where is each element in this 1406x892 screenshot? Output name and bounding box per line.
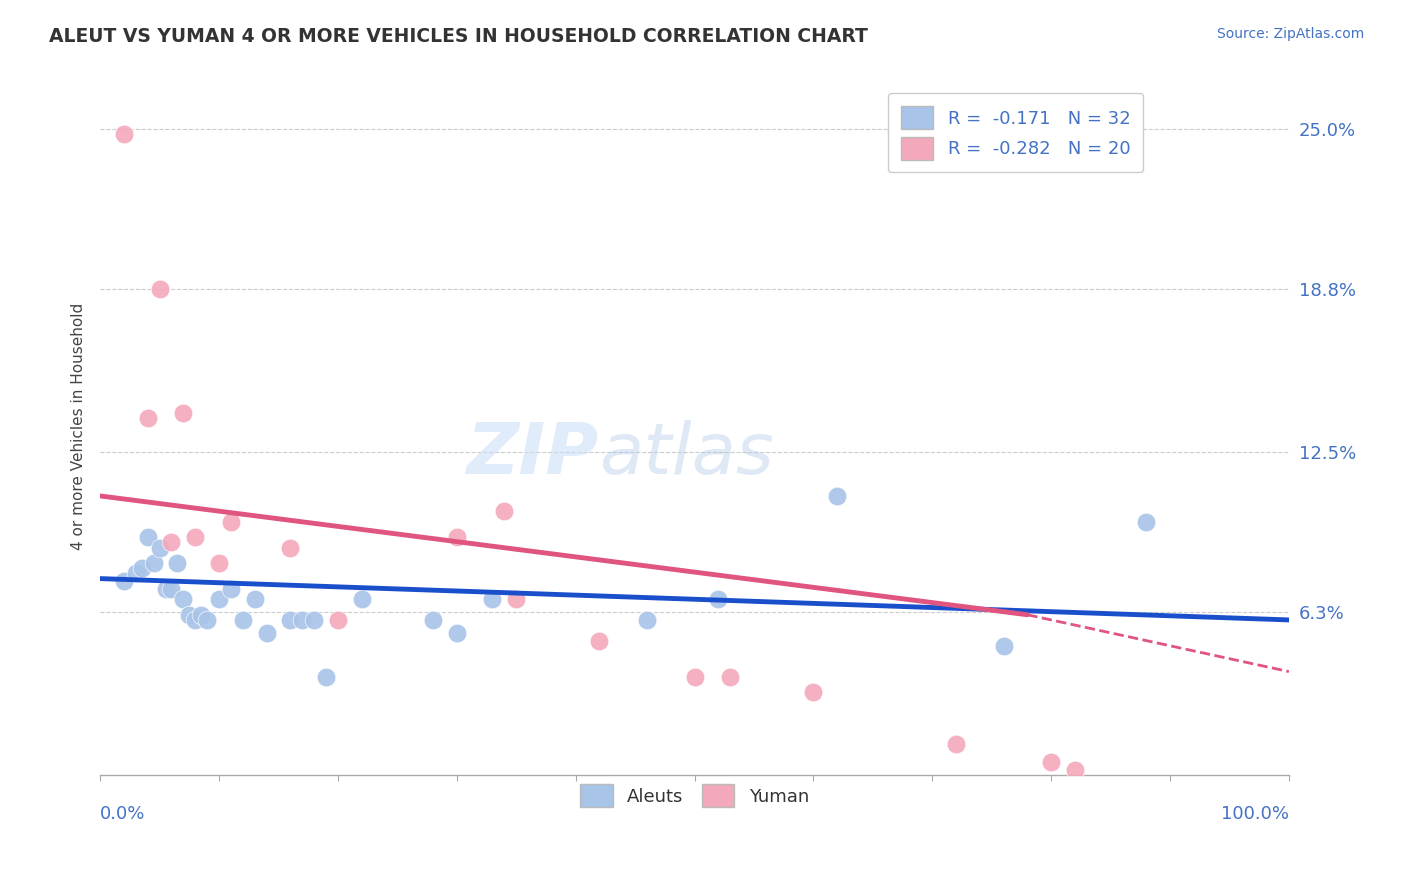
Point: [160, 535, 183, 549]
Point: [208, 556, 231, 570]
Point: [131, 561, 153, 575]
Point: [112, 128, 135, 142]
Point: [166, 556, 188, 570]
Point: [243, 592, 266, 607]
Point: [683, 670, 706, 684]
Point: [190, 607, 212, 622]
Text: ALEUT VS YUMAN 4 OR MORE VEHICLES IN HOUSEHOLD CORRELATION CHART: ALEUT VS YUMAN 4 OR MORE VEHICLES IN HOU…: [49, 27, 868, 45]
Point: [219, 582, 242, 596]
Point: [256, 625, 278, 640]
Point: [136, 411, 159, 425]
Point: [718, 670, 741, 684]
Point: [505, 592, 527, 607]
Point: [326, 613, 349, 627]
Point: [232, 613, 254, 627]
Point: [155, 582, 177, 596]
Text: atlas: atlas: [599, 419, 775, 489]
Point: [481, 592, 503, 607]
Legend: Aleuts, Yuman: Aleuts, Yuman: [574, 777, 815, 814]
Point: [184, 613, 207, 627]
Point: [803, 685, 825, 699]
Point: [142, 556, 165, 570]
Point: [1135, 515, 1157, 529]
Text: 100.0%: 100.0%: [1220, 805, 1289, 823]
Point: [350, 592, 373, 607]
Point: [494, 504, 516, 518]
Point: [172, 592, 194, 607]
Point: [278, 613, 301, 627]
Point: [291, 613, 314, 627]
Point: [446, 625, 468, 640]
Point: [184, 530, 207, 544]
Point: [278, 541, 301, 555]
Point: [1064, 763, 1087, 777]
Point: [195, 613, 218, 627]
Point: [179, 607, 201, 622]
Point: [302, 613, 325, 627]
Point: [160, 582, 183, 596]
Point: [707, 592, 730, 607]
Point: [446, 530, 468, 544]
Point: [825, 489, 848, 503]
Text: ZIP: ZIP: [467, 419, 599, 489]
Point: [315, 670, 337, 684]
Point: [125, 566, 148, 581]
Text: 0.0%: 0.0%: [100, 805, 145, 823]
Point: [148, 541, 170, 555]
Point: [636, 613, 658, 627]
Point: [148, 282, 170, 296]
Point: [112, 574, 135, 589]
Point: [1040, 755, 1063, 769]
Point: [136, 530, 159, 544]
Point: [208, 592, 231, 607]
Point: [422, 613, 444, 627]
Y-axis label: 4 or more Vehicles in Household: 4 or more Vehicles in Household: [72, 302, 86, 549]
Point: [172, 406, 194, 420]
Point: [219, 515, 242, 529]
Point: [993, 639, 1015, 653]
Point: [588, 633, 610, 648]
Text: Source: ZipAtlas.com: Source: ZipAtlas.com: [1216, 27, 1364, 41]
Point: [945, 737, 967, 751]
